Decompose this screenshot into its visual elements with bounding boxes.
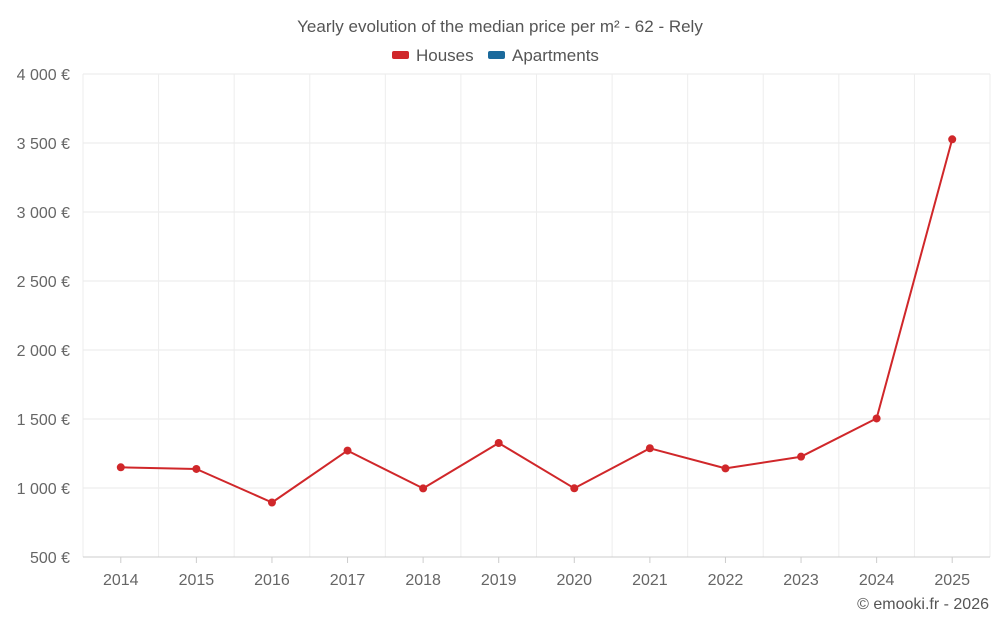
series-houses xyxy=(116,135,957,507)
series-line xyxy=(120,139,954,504)
x-tick-label: 2020 xyxy=(556,572,592,589)
y-axis: 500 € 1 000 € 1 500 € 2 000 € 2 500 € 3 000 €… xyxy=(17,67,70,567)
data-point xyxy=(116,463,125,472)
x-tick-label: 2019 xyxy=(481,572,517,589)
y-tick-label: 1 000 € xyxy=(17,481,70,498)
x-tick-label: 2014 xyxy=(103,572,139,589)
data-point xyxy=(645,444,654,453)
data-point xyxy=(797,452,806,461)
legend: Houses Apartments xyxy=(392,46,599,65)
x-tick-label: 2022 xyxy=(708,572,744,589)
data-point xyxy=(948,135,957,144)
credit: © emooki.fr - 2026 xyxy=(857,596,989,613)
data-point xyxy=(419,484,428,493)
y-tick-label: 500 € xyxy=(30,550,70,567)
legend-item-houses[interactable]: Houses xyxy=(416,46,474,65)
y-tick-label: 1 500 € xyxy=(17,412,70,429)
y-tick-label: 3 000 € xyxy=(17,205,70,222)
x-tick-label: 2025 xyxy=(934,572,970,589)
x-tick-label: 2015 xyxy=(179,572,215,589)
x-tick-label: 2021 xyxy=(632,572,668,589)
y-tick-label: 2 500 € xyxy=(17,274,70,291)
x-tick-label: 2018 xyxy=(405,572,441,589)
chart-title: Yearly evolution of the median price per… xyxy=(297,17,703,36)
data-point xyxy=(570,484,579,493)
grid xyxy=(82,73,991,557)
data-point xyxy=(192,464,201,473)
x-tick-label: 2017 xyxy=(330,572,366,589)
y-tick-label: 3 500 € xyxy=(17,136,70,153)
x-axis: 2014 2015 2016 2017 2018 2019 2020 2021 2022 2023… xyxy=(83,556,990,589)
data-point xyxy=(494,439,503,448)
data-point xyxy=(343,446,352,455)
x-tick-label: 2023 xyxy=(783,572,819,589)
y-tick-label: 2 000 € xyxy=(17,343,70,360)
data-point xyxy=(721,464,730,473)
legend-swatch-houses xyxy=(392,51,409,59)
data-point xyxy=(872,414,881,423)
legend-swatch-apartments xyxy=(488,51,505,59)
x-tick-label: 2024 xyxy=(859,572,895,589)
y-tick-label: 4 000 € xyxy=(17,67,70,84)
x-tick-label: 2016 xyxy=(254,572,290,589)
legend-item-apartments[interactable]: Apartments xyxy=(512,46,599,65)
data-point xyxy=(267,498,276,507)
